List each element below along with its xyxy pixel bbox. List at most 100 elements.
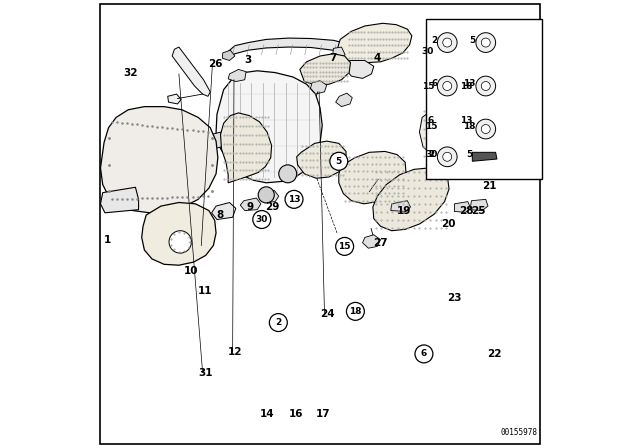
Text: 17: 17 (316, 409, 330, 419)
Text: 14: 14 (260, 409, 274, 419)
Text: 6: 6 (428, 116, 435, 125)
Circle shape (476, 76, 495, 96)
Text: 12: 12 (228, 347, 243, 357)
Circle shape (269, 314, 287, 332)
Polygon shape (333, 47, 345, 59)
Text: 5: 5 (336, 157, 342, 166)
Polygon shape (185, 158, 212, 177)
Polygon shape (141, 202, 216, 265)
Text: 23: 23 (447, 293, 461, 303)
Circle shape (437, 147, 457, 167)
Polygon shape (190, 175, 212, 189)
Text: 30: 30 (422, 47, 435, 56)
Text: 15: 15 (422, 82, 435, 90)
Text: 15: 15 (425, 122, 437, 131)
Text: 8: 8 (216, 210, 223, 220)
Text: 24: 24 (320, 309, 335, 319)
Text: 3: 3 (244, 56, 251, 65)
Circle shape (437, 76, 457, 96)
Circle shape (443, 82, 452, 90)
Polygon shape (391, 201, 410, 211)
Polygon shape (300, 54, 351, 85)
Text: 7: 7 (329, 53, 337, 63)
Polygon shape (209, 132, 224, 149)
Polygon shape (240, 198, 261, 211)
Polygon shape (100, 187, 139, 213)
Text: 6: 6 (421, 349, 427, 358)
Polygon shape (222, 50, 235, 60)
Circle shape (438, 120, 463, 145)
Circle shape (346, 302, 364, 320)
Polygon shape (168, 94, 181, 104)
Polygon shape (431, 161, 454, 178)
Text: 26: 26 (208, 59, 223, 69)
Polygon shape (346, 60, 374, 78)
Text: 5: 5 (466, 150, 472, 159)
Text: 18: 18 (349, 307, 362, 316)
Circle shape (481, 82, 490, 90)
Text: 30: 30 (425, 150, 437, 159)
Polygon shape (172, 47, 210, 96)
Polygon shape (228, 38, 370, 60)
Text: 32: 32 (124, 68, 138, 78)
Circle shape (476, 119, 495, 139)
Circle shape (437, 33, 457, 52)
Text: 31: 31 (198, 368, 212, 378)
Polygon shape (419, 107, 481, 159)
Polygon shape (470, 199, 488, 211)
Text: 13: 13 (460, 116, 472, 125)
Polygon shape (472, 152, 497, 161)
Text: 29: 29 (266, 202, 280, 212)
Text: 16: 16 (289, 409, 303, 419)
Text: 2: 2 (428, 150, 435, 159)
Text: 30: 30 (255, 215, 268, 224)
Text: 18: 18 (463, 122, 476, 131)
Text: 22: 22 (486, 349, 501, 359)
Text: 10: 10 (184, 266, 198, 276)
Polygon shape (362, 235, 380, 248)
Text: 15: 15 (339, 242, 351, 251)
Circle shape (443, 152, 452, 161)
Polygon shape (228, 69, 246, 82)
Text: 00155978: 00155978 (500, 428, 538, 437)
Text: 5: 5 (470, 36, 476, 45)
Text: 6: 6 (431, 79, 437, 88)
Text: 21: 21 (482, 181, 497, 191)
Circle shape (285, 190, 303, 208)
Text: 11: 11 (198, 286, 212, 296)
Polygon shape (262, 190, 279, 202)
Polygon shape (100, 107, 218, 213)
Text: 9: 9 (246, 202, 253, 212)
Circle shape (279, 165, 297, 183)
Circle shape (336, 237, 354, 255)
Text: 28: 28 (459, 206, 474, 215)
Polygon shape (373, 168, 449, 231)
Circle shape (481, 125, 490, 134)
Polygon shape (454, 202, 470, 212)
Text: 1: 1 (104, 235, 111, 245)
Circle shape (443, 38, 452, 47)
Polygon shape (221, 113, 271, 183)
Polygon shape (310, 81, 327, 94)
Circle shape (481, 38, 490, 47)
Text: 18: 18 (460, 82, 472, 90)
Text: 19: 19 (397, 206, 412, 215)
Text: 2: 2 (275, 318, 282, 327)
Polygon shape (336, 93, 352, 107)
Text: 25: 25 (472, 206, 486, 215)
Polygon shape (212, 202, 236, 220)
Circle shape (415, 345, 433, 363)
Polygon shape (472, 77, 495, 98)
Polygon shape (297, 141, 346, 178)
Text: 27: 27 (373, 238, 387, 248)
Polygon shape (339, 151, 406, 204)
Circle shape (476, 33, 495, 52)
Polygon shape (337, 23, 412, 63)
Text: 20: 20 (441, 219, 456, 229)
Circle shape (253, 211, 271, 228)
Circle shape (258, 187, 275, 203)
Circle shape (169, 231, 191, 253)
Polygon shape (200, 146, 216, 160)
Circle shape (330, 152, 348, 170)
Bar (426, 19, 541, 179)
